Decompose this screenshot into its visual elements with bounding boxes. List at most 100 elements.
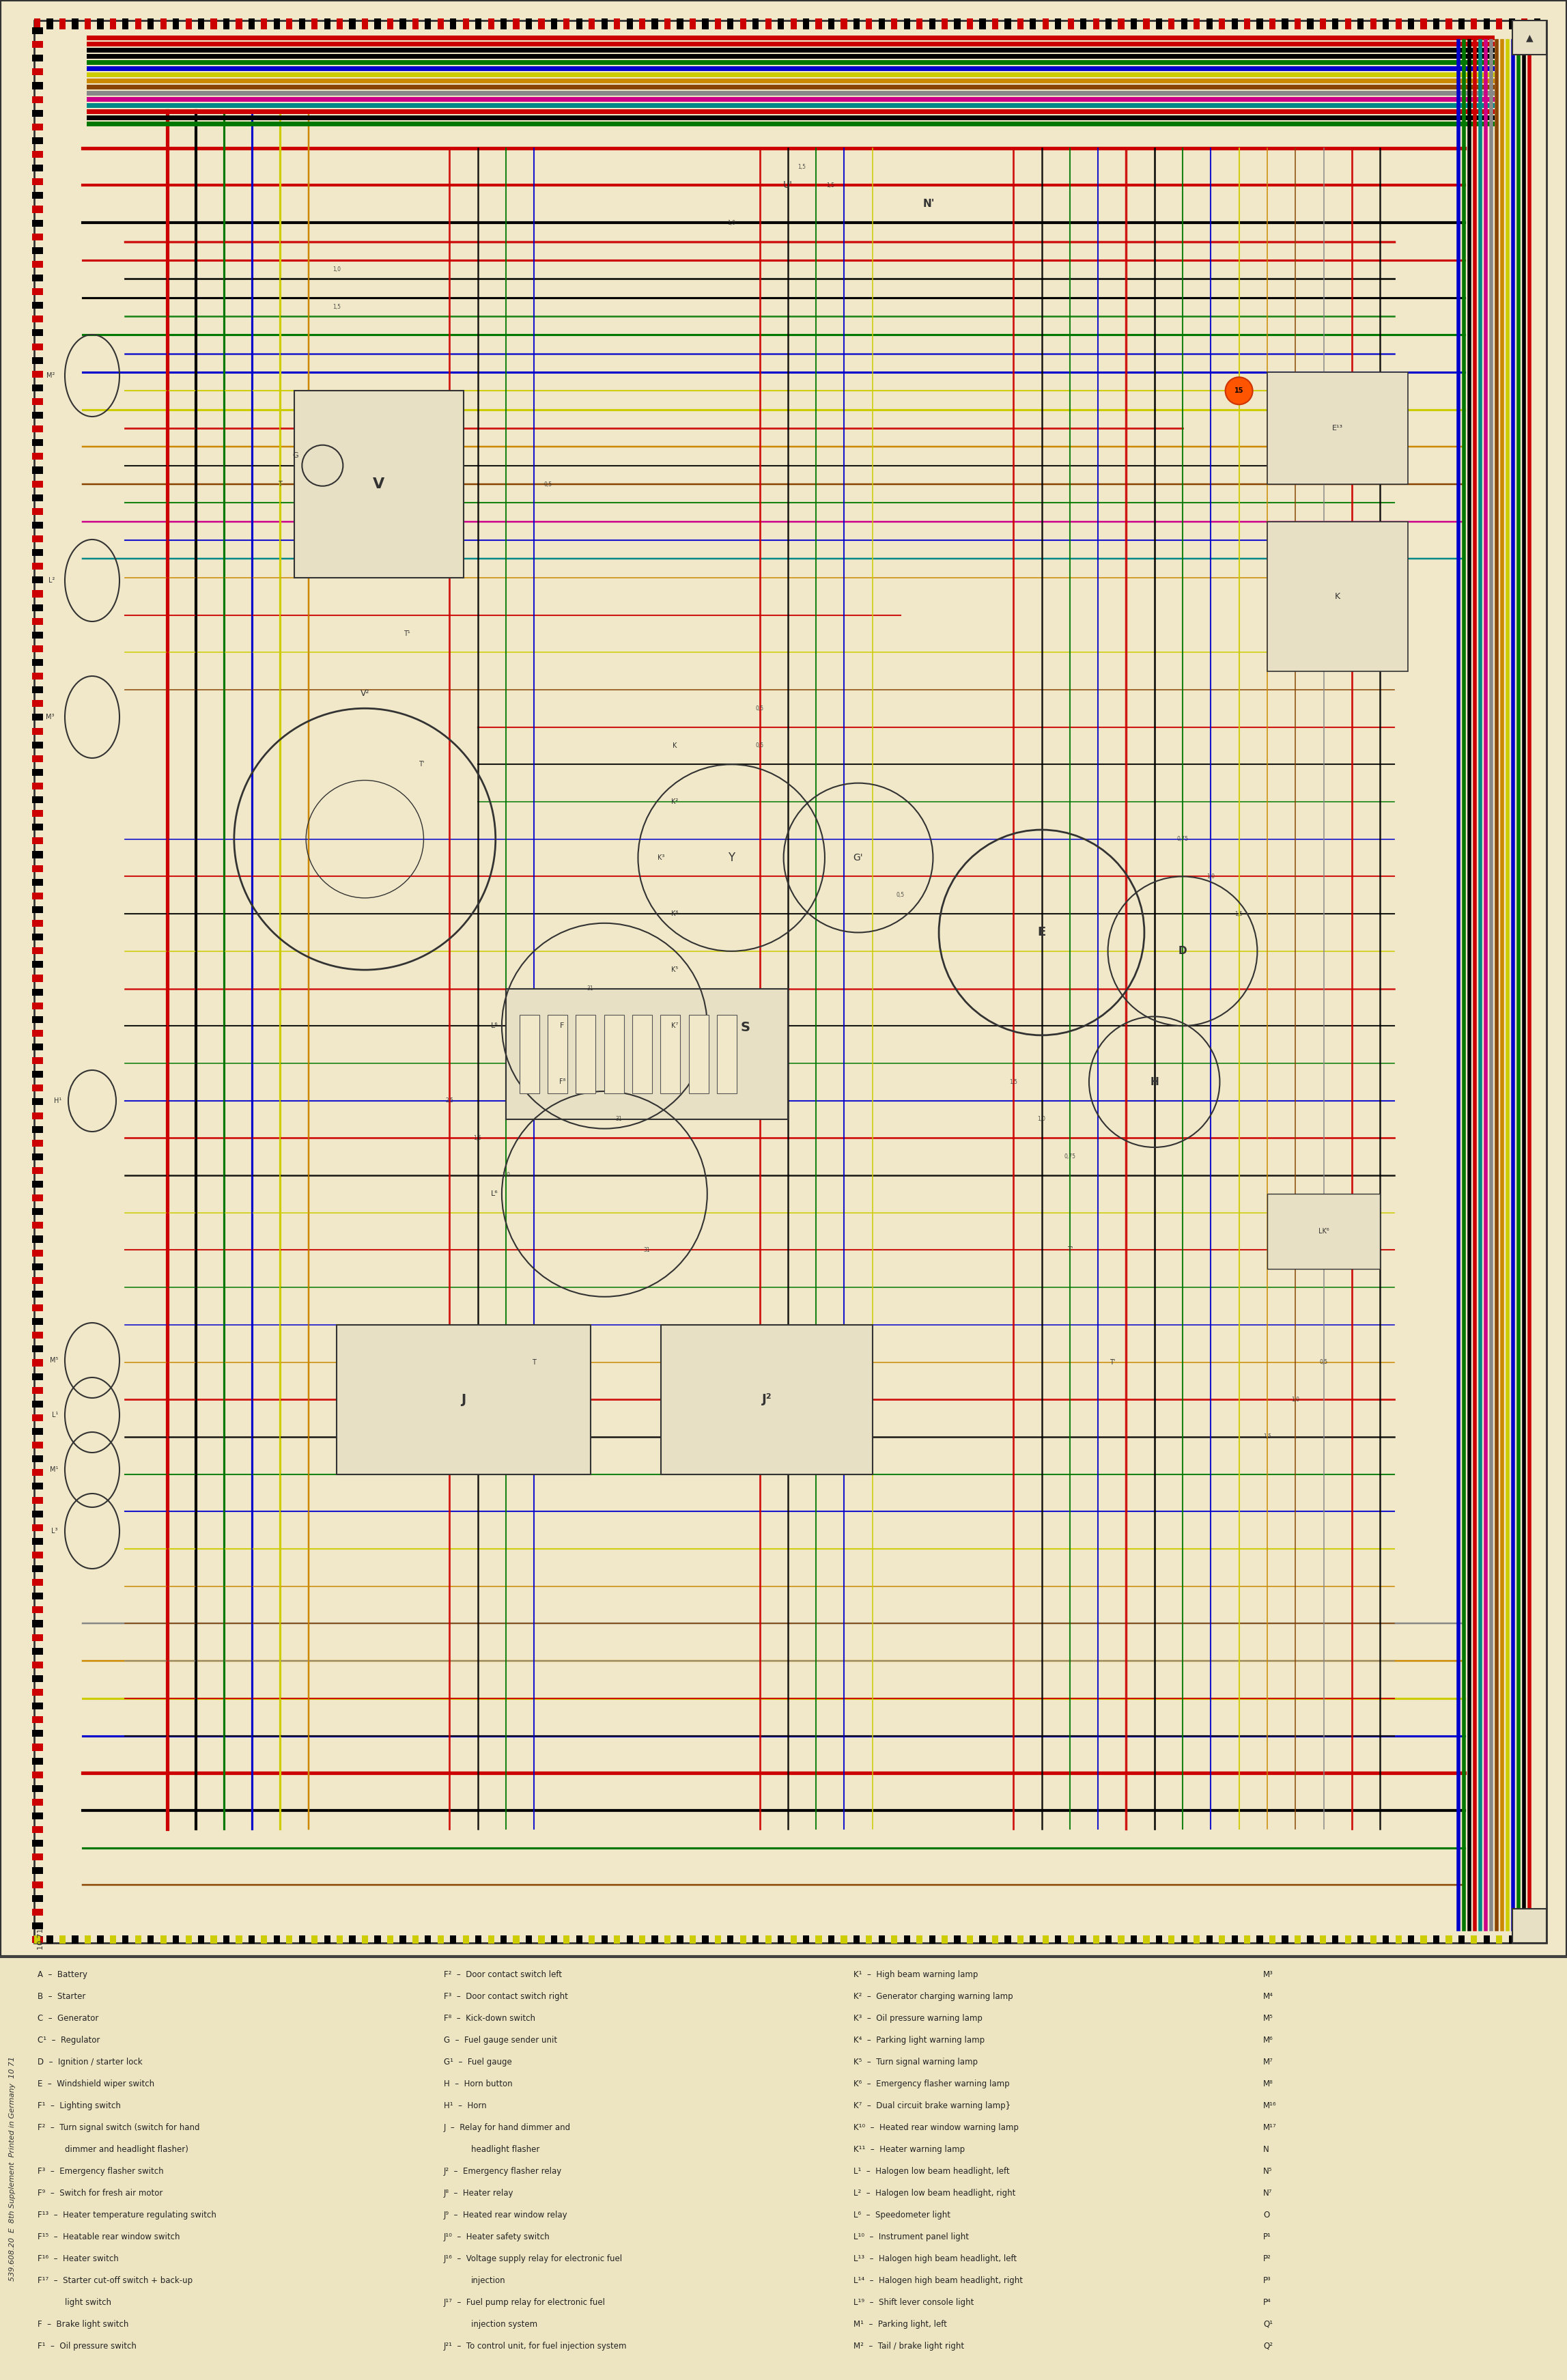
Text: V: V [373,478,385,490]
Bar [512,19,519,29]
Bar [1420,1935,1428,1944]
Bar [362,19,368,29]
Bar [349,19,356,29]
Bar [31,288,42,295]
Bar [31,1388,42,1395]
Text: M¹⁶: M¹⁶ [1263,2102,1277,2111]
Bar [1156,1935,1163,1944]
Text: M²  –  Tail / brake light right: M² – Tail / brake light right [854,2342,964,2351]
Bar [827,1935,835,1944]
Bar [31,26,42,33]
Text: 1,5: 1,5 [473,1135,481,1140]
Bar [602,19,608,29]
Bar [942,19,948,29]
Bar [31,783,42,790]
Bar [31,1031,42,1038]
Text: K³  –  Oil pressure warning lamp: K³ – Oil pressure warning lamp [854,2013,983,2023]
Bar [1169,1935,1175,1944]
Bar [31,536,42,543]
Text: F¹  –  Oil pressure switch: F¹ – Oil pressure switch [38,2342,136,2351]
Text: K⁷  –  Dual circuit brake warning lamp}: K⁷ – Dual circuit brake warning lamp} [854,2102,1011,2111]
Bar [1522,1935,1528,1944]
Bar [31,1868,42,1875]
Bar [197,19,204,29]
Bar [31,1923,42,1930]
Text: K¹  –  High beam warning lamp: K¹ – High beam warning lamp [854,1971,978,1980]
Bar [31,317,42,324]
Bar [632,1014,652,1092]
Text: J: J [461,1392,465,1407]
Bar [841,19,848,29]
Bar [1509,1935,1515,1944]
Bar [31,1497,42,1504]
Bar [31,1071,42,1078]
Bar [790,1935,796,1944]
Bar [520,1014,539,1092]
Text: 539.608.20  E  8th Supplement  Printed in Germany  10 71: 539.608.20 E 8th Supplement Printed in G… [9,2056,16,2280]
Bar [31,1483,42,1490]
Bar [1319,1935,1326,1944]
Bar [122,1935,128,1944]
Bar [1357,19,1363,29]
Bar [1395,19,1401,29]
Bar [602,1935,608,1944]
Bar [31,83,42,88]
Bar [1395,1935,1401,1944]
Bar [777,19,784,29]
Bar [614,1935,621,1944]
Bar [740,19,746,29]
Bar [31,769,42,776]
Text: M⁷: M⁷ [1263,2059,1274,2066]
Bar [97,1935,103,1944]
Bar [31,921,42,926]
Text: D: D [1178,947,1186,957]
Bar [31,1552,42,1559]
Bar [31,1085,42,1092]
Text: 10 71: 10 71 [38,1928,44,1949]
Text: M¹  –  Parking light, left: M¹ – Parking light, left [854,2320,946,2328]
Bar [1194,1935,1200,1944]
Bar [185,1935,191,1944]
Text: F¹⁷  –  Starter cut-off switch + back-up: F¹⁷ – Starter cut-off switch + back-up [38,2275,193,2285]
Text: F²  –  Turn signal switch (switch for hand: F² – Turn signal switch (switch for hand [38,2123,199,2132]
Bar [892,19,898,29]
Text: 1,0: 1,0 [1291,1397,1299,1402]
Bar [1407,1935,1413,1944]
Bar [1092,19,1098,29]
Text: 1,5: 1,5 [1235,912,1243,916]
Bar [677,19,683,29]
Text: Q¹: Q¹ [1263,2320,1272,2328]
Bar [31,976,42,981]
Bar [1307,19,1313,29]
Text: F¹³  –  Heater temperature regulating switch: F¹³ – Heater temperature regulating swit… [38,2211,216,2221]
Bar [1344,1935,1351,1944]
Text: U': U' [784,181,793,190]
Bar [337,1935,343,1944]
Text: 1,0: 1,0 [1207,873,1214,881]
Bar [31,1345,42,1352]
Text: L⁶: L⁶ [490,1023,498,1028]
Bar [362,1935,368,1944]
Bar [1117,19,1124,29]
Bar [31,1511,42,1516]
Bar [400,1935,406,1944]
Text: M²: M² [45,371,55,378]
Text: N⁵: N⁵ [1263,2166,1272,2175]
Bar [31,1854,42,1861]
Bar [31,1566,42,1573]
Bar [412,1935,418,1944]
Bar [425,19,431,29]
Bar [1232,1935,1238,1944]
Text: L²  –  Halogen low beam headlight, right: L² – Halogen low beam headlight, right [854,2190,1015,2197]
Bar [425,1935,431,1944]
Bar [639,1935,646,1944]
Text: 1,0: 1,0 [727,219,735,226]
Bar [31,1578,42,1585]
Bar [31,1428,42,1435]
Bar [235,19,241,29]
Bar [31,907,42,914]
Bar [31,1880,42,1887]
Bar [31,1909,42,1916]
Bar [31,1468,42,1476]
Bar [31,452,42,459]
